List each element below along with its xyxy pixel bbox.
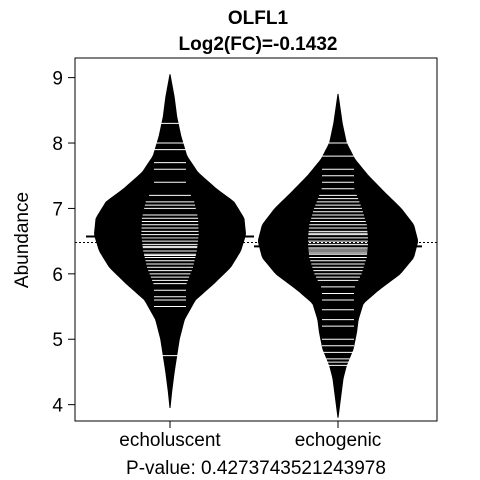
plot-frame bbox=[74, 57, 438, 422]
chart-title: OLFL1 bbox=[228, 8, 289, 29]
bean-echogenic bbox=[254, 93, 422, 418]
p-value-label: P-value: 0.4273743521243978 bbox=[126, 458, 386, 479]
x-axis: echoluscent echogenic bbox=[119, 421, 381, 451]
bean-density-echogenic bbox=[258, 93, 418, 418]
bean-echoluscent bbox=[86, 74, 254, 408]
x-tick-label-echogenic: echogenic bbox=[295, 430, 382, 451]
y-tick-label: 5 bbox=[52, 330, 63, 351]
x-tick-label-echoluscent: echoluscent bbox=[119, 430, 221, 451]
y-axis: 4 5 6 7 8 9 bbox=[52, 69, 75, 417]
y-tick-label: 4 bbox=[52, 396, 63, 417]
y-tick-label: 6 bbox=[52, 265, 63, 286]
y-tick-label: 7 bbox=[52, 199, 63, 220]
y-axis-label: Abundance bbox=[12, 192, 33, 288]
chart-subtitle: Log2(FC)=-0.1432 bbox=[179, 34, 338, 55]
beans-layer bbox=[86, 74, 422, 418]
y-tick-label: 9 bbox=[52, 69, 63, 90]
y-tick-label: 8 bbox=[52, 134, 63, 155]
